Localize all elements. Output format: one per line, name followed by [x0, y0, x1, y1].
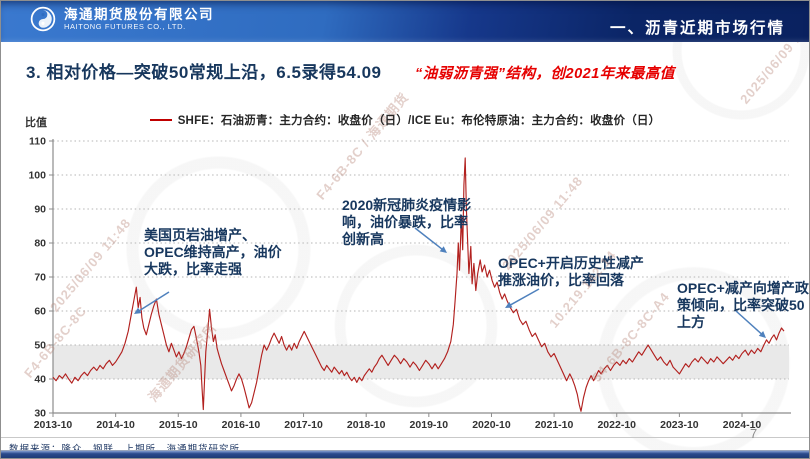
y-tick-label: 30 [34, 408, 46, 420]
legend-line-swatch [149, 119, 172, 121]
chart-annotation: OPEC+减产向增产政策倾向，比率突破50 上方 [676, 280, 810, 330]
x-tick-label: 2018-10 [347, 419, 386, 431]
y-tick-label: 90 [34, 204, 46, 216]
x-tick-label: 2015-10 [159, 419, 198, 431]
x-tick-label: 2024-10 [723, 419, 762, 431]
annotation-arrow [508, 288, 540, 307]
bottom-bar [1, 450, 809, 458]
annotation-arrowhead [758, 331, 766, 338]
company-name-en: HAITONG FUTURES CO., LTD. [64, 22, 186, 31]
background-emblem-watermark [111, 141, 326, 356]
annotation-arrow [137, 291, 170, 312]
company-name-cn: 海通期货股份有限公司 [64, 7, 214, 22]
y-tick-label: 40 [34, 374, 46, 386]
highlight-note: “油弱沥青强”结构，创2021年来最高值 [415, 66, 675, 82]
y-tick-label: 110 [29, 136, 46, 148]
y-tick-label: 70 [34, 272, 46, 284]
x-tick-label: 2021-10 [535, 419, 574, 431]
annotation-arrowhead [505, 301, 513, 308]
x-tick-label: 2016-10 [222, 419, 261, 431]
legend-label: SHFE：石油沥青：主力合约：收盘价（日）/ICE Eu：布伦特原油：主力合约：… [177, 115, 661, 127]
x-tick-label: 2023-10 [660, 419, 699, 431]
x-tick-label: 2017-10 [284, 419, 323, 431]
header-banner: 海通期货股份有限公司 HAITONG FUTURES CO., LTD. 一、沥… [1, 1, 809, 42]
y-tick-label: 50 [34, 340, 46, 352]
x-tick-label: 2020-10 [472, 419, 511, 431]
section-title: 一、沥青近期市场行情 [609, 20, 785, 37]
ratio-series-line [52, 157, 785, 412]
y-axis-title: 比值 [25, 117, 47, 129]
normal-range-band [53, 345, 789, 379]
annotation-arrowhead [134, 307, 142, 314]
x-tick-label: 2013-10 [34, 419, 73, 431]
haitong-logo-icon [30, 6, 56, 32]
y-tick-label: 80 [34, 238, 46, 250]
footer-divider [1, 437, 809, 438]
x-tick-label: 2014-10 [96, 419, 135, 431]
y-tick-label: 60 [34, 306, 46, 318]
annotation-arrow [414, 227, 444, 251]
logo-text: 海通期货股份有限公司 HAITONG FUTURES CO., LTD. [64, 7, 214, 31]
chart-legend: SHFE：石油沥青：主力合约：收盘价（日）/ICE Eu：布伦特原油：主力合约：… [1, 112, 809, 128]
chart-annotation: 美国页岩油增产、 OPEC维持高产，油价大跌，比率走强 [144, 227, 283, 277]
page-number: 7 [750, 426, 758, 441]
x-tick-label: 2019-10 [410, 419, 449, 431]
chart-annotation: 2020新冠肺炎疫情影响，油价暴跌，比率创新高 [341, 197, 471, 247]
chart-annotation: OPEC+开启历史性减产推涨油价，比率回落 [498, 255, 644, 288]
page-title: 3. 相对价格—突破50常规上沿，6.5录得54.09 [26, 63, 382, 82]
annotation-arrowhead [439, 246, 447, 253]
logo: 海通期货股份有限公司 HAITONG FUTURES CO., LTD. [29, 5, 214, 33]
y-tick-label: 100 [28, 170, 46, 182]
annotation-arrow [735, 310, 763, 336]
x-tick-label: 2022-10 [597, 419, 636, 431]
